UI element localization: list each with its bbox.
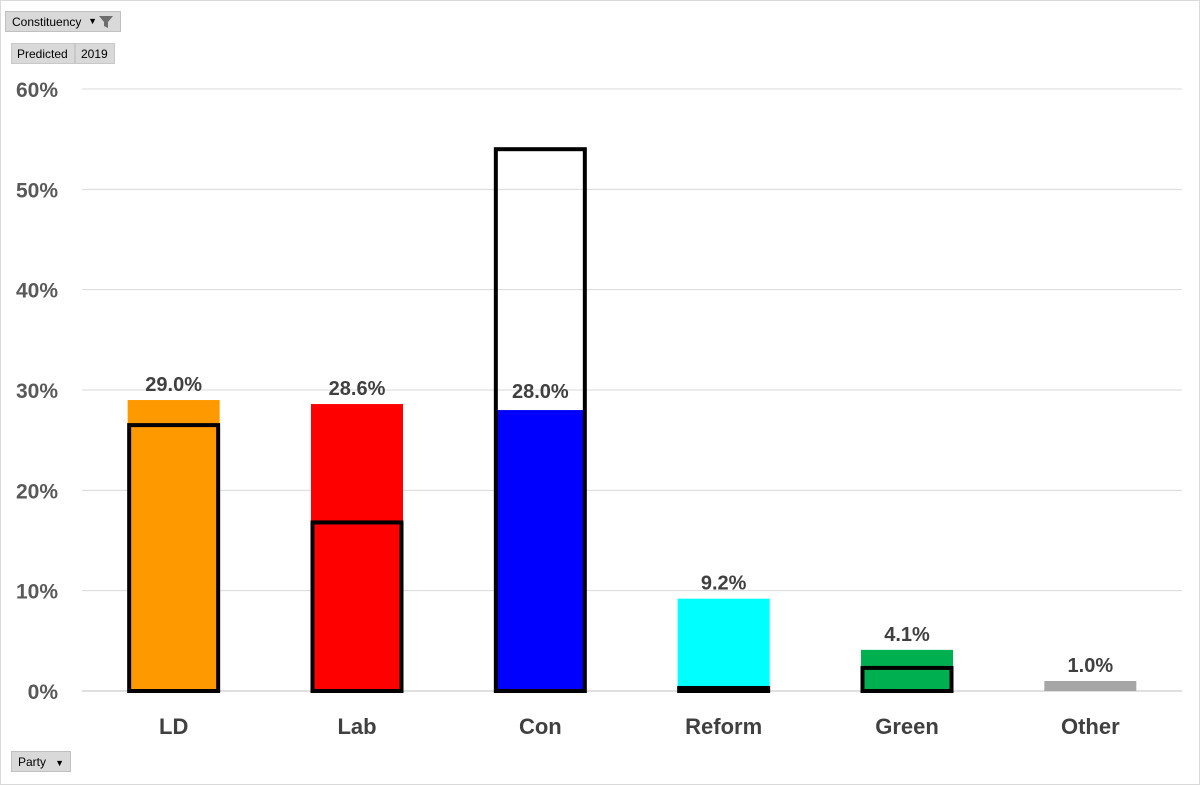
bar-predicted xyxy=(311,404,403,691)
dropdown-caret-icon: ▼ xyxy=(88,16,97,26)
dropdown-caret-icon: ▼ xyxy=(55,757,64,768)
y-tick-label: 40% xyxy=(16,280,58,303)
bar-predicted xyxy=(677,598,770,691)
y-tick-label: 50% xyxy=(16,179,58,202)
data-label: 4.1% xyxy=(884,624,930,646)
y-tick-label: 10% xyxy=(16,581,58,604)
category-label: LD xyxy=(159,714,188,739)
y-tick-label: 20% xyxy=(16,480,58,503)
bar-predicted xyxy=(127,400,220,691)
legend-label-predicted: Predicted xyxy=(17,46,68,61)
data-label: 29.0% xyxy=(145,374,202,396)
bar-predicted xyxy=(1044,680,1137,691)
bar-predicted xyxy=(861,649,953,691)
bar-predicted xyxy=(494,410,587,691)
y-tick-label: 0% xyxy=(28,681,59,704)
bar-2019-outline xyxy=(860,665,954,694)
data-label: 1.0% xyxy=(1068,655,1114,677)
data-label: 28.0% xyxy=(512,381,569,403)
category-label: Reform xyxy=(685,714,762,739)
constituency-filter-label: Constituency xyxy=(12,14,82,29)
legend: Predicted 2019 xyxy=(11,43,115,64)
bar-2019-outline xyxy=(127,423,221,693)
bar-2019-outline xyxy=(493,147,587,693)
constituency-filter-button[interactable]: Constituency ▼ xyxy=(5,11,121,32)
y-tick-label: 60% xyxy=(16,79,58,102)
y-tick-label: 30% xyxy=(16,380,58,403)
category-label: Lab xyxy=(337,714,376,739)
category-label: Other xyxy=(1061,714,1120,739)
category-label: Green xyxy=(875,714,939,739)
legend-item-predicted[interactable]: Predicted xyxy=(11,43,75,64)
legend-item-2019[interactable]: 2019 xyxy=(75,43,115,64)
data-label: 9.2% xyxy=(701,573,747,595)
filter-funnel-icon xyxy=(99,15,113,28)
party-field-button[interactable]: Party ▼ xyxy=(11,751,71,772)
bar-2019-outline xyxy=(310,520,404,693)
category-label: Con xyxy=(519,714,562,739)
party-field-label: Party xyxy=(18,754,47,769)
data-label: 28.6% xyxy=(329,378,386,400)
bar-2019-outline xyxy=(677,685,771,693)
legend-label-2019: 2019 xyxy=(81,46,108,61)
